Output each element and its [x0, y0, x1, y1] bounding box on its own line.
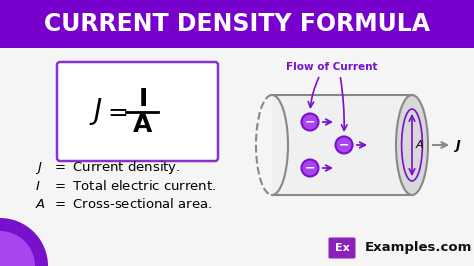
Ellipse shape — [301, 114, 319, 131]
Text: $\mathit{J}$: $\mathit{J}$ — [35, 160, 43, 176]
Text: Examples.com: Examples.com — [365, 242, 473, 255]
Text: $\mathbf{I}$: $\mathbf{I}$ — [138, 86, 147, 110]
Text: $\mathit{I}$: $\mathit{I}$ — [35, 180, 41, 193]
Ellipse shape — [336, 136, 353, 153]
Ellipse shape — [0, 218, 48, 266]
Ellipse shape — [301, 160, 319, 177]
Text: −: − — [339, 139, 349, 152]
Text: $\mathbf{A}$: $\mathbf{A}$ — [132, 114, 153, 138]
Text: Flow of Current: Flow of Current — [286, 62, 378, 72]
Ellipse shape — [0, 231, 35, 266]
Text: −: − — [305, 161, 315, 174]
Ellipse shape — [396, 95, 428, 195]
Bar — [272, 95, 412, 195]
Text: CURRENT DENSITY FORMULA: CURRENT DENSITY FORMULA — [44, 12, 430, 36]
Text: $=$ Current density.: $=$ Current density. — [48, 160, 181, 177]
Text: Ex: Ex — [335, 243, 349, 253]
FancyBboxPatch shape — [328, 238, 356, 259]
Text: $=$ Total electric current.: $=$ Total electric current. — [48, 179, 216, 193]
Text: −: − — [305, 115, 315, 128]
Text: $\mathit{A}$: $\mathit{A}$ — [35, 197, 46, 210]
Text: $=$: $=$ — [103, 99, 128, 123]
Text: J: J — [455, 139, 460, 152]
Text: $\mathit{J}$: $\mathit{J}$ — [89, 96, 102, 127]
Text: A: A — [416, 140, 424, 150]
FancyBboxPatch shape — [57, 62, 218, 161]
Text: $=$ Cross-sectional area.: $=$ Cross-sectional area. — [48, 197, 212, 211]
Bar — [0, 0, 474, 48]
